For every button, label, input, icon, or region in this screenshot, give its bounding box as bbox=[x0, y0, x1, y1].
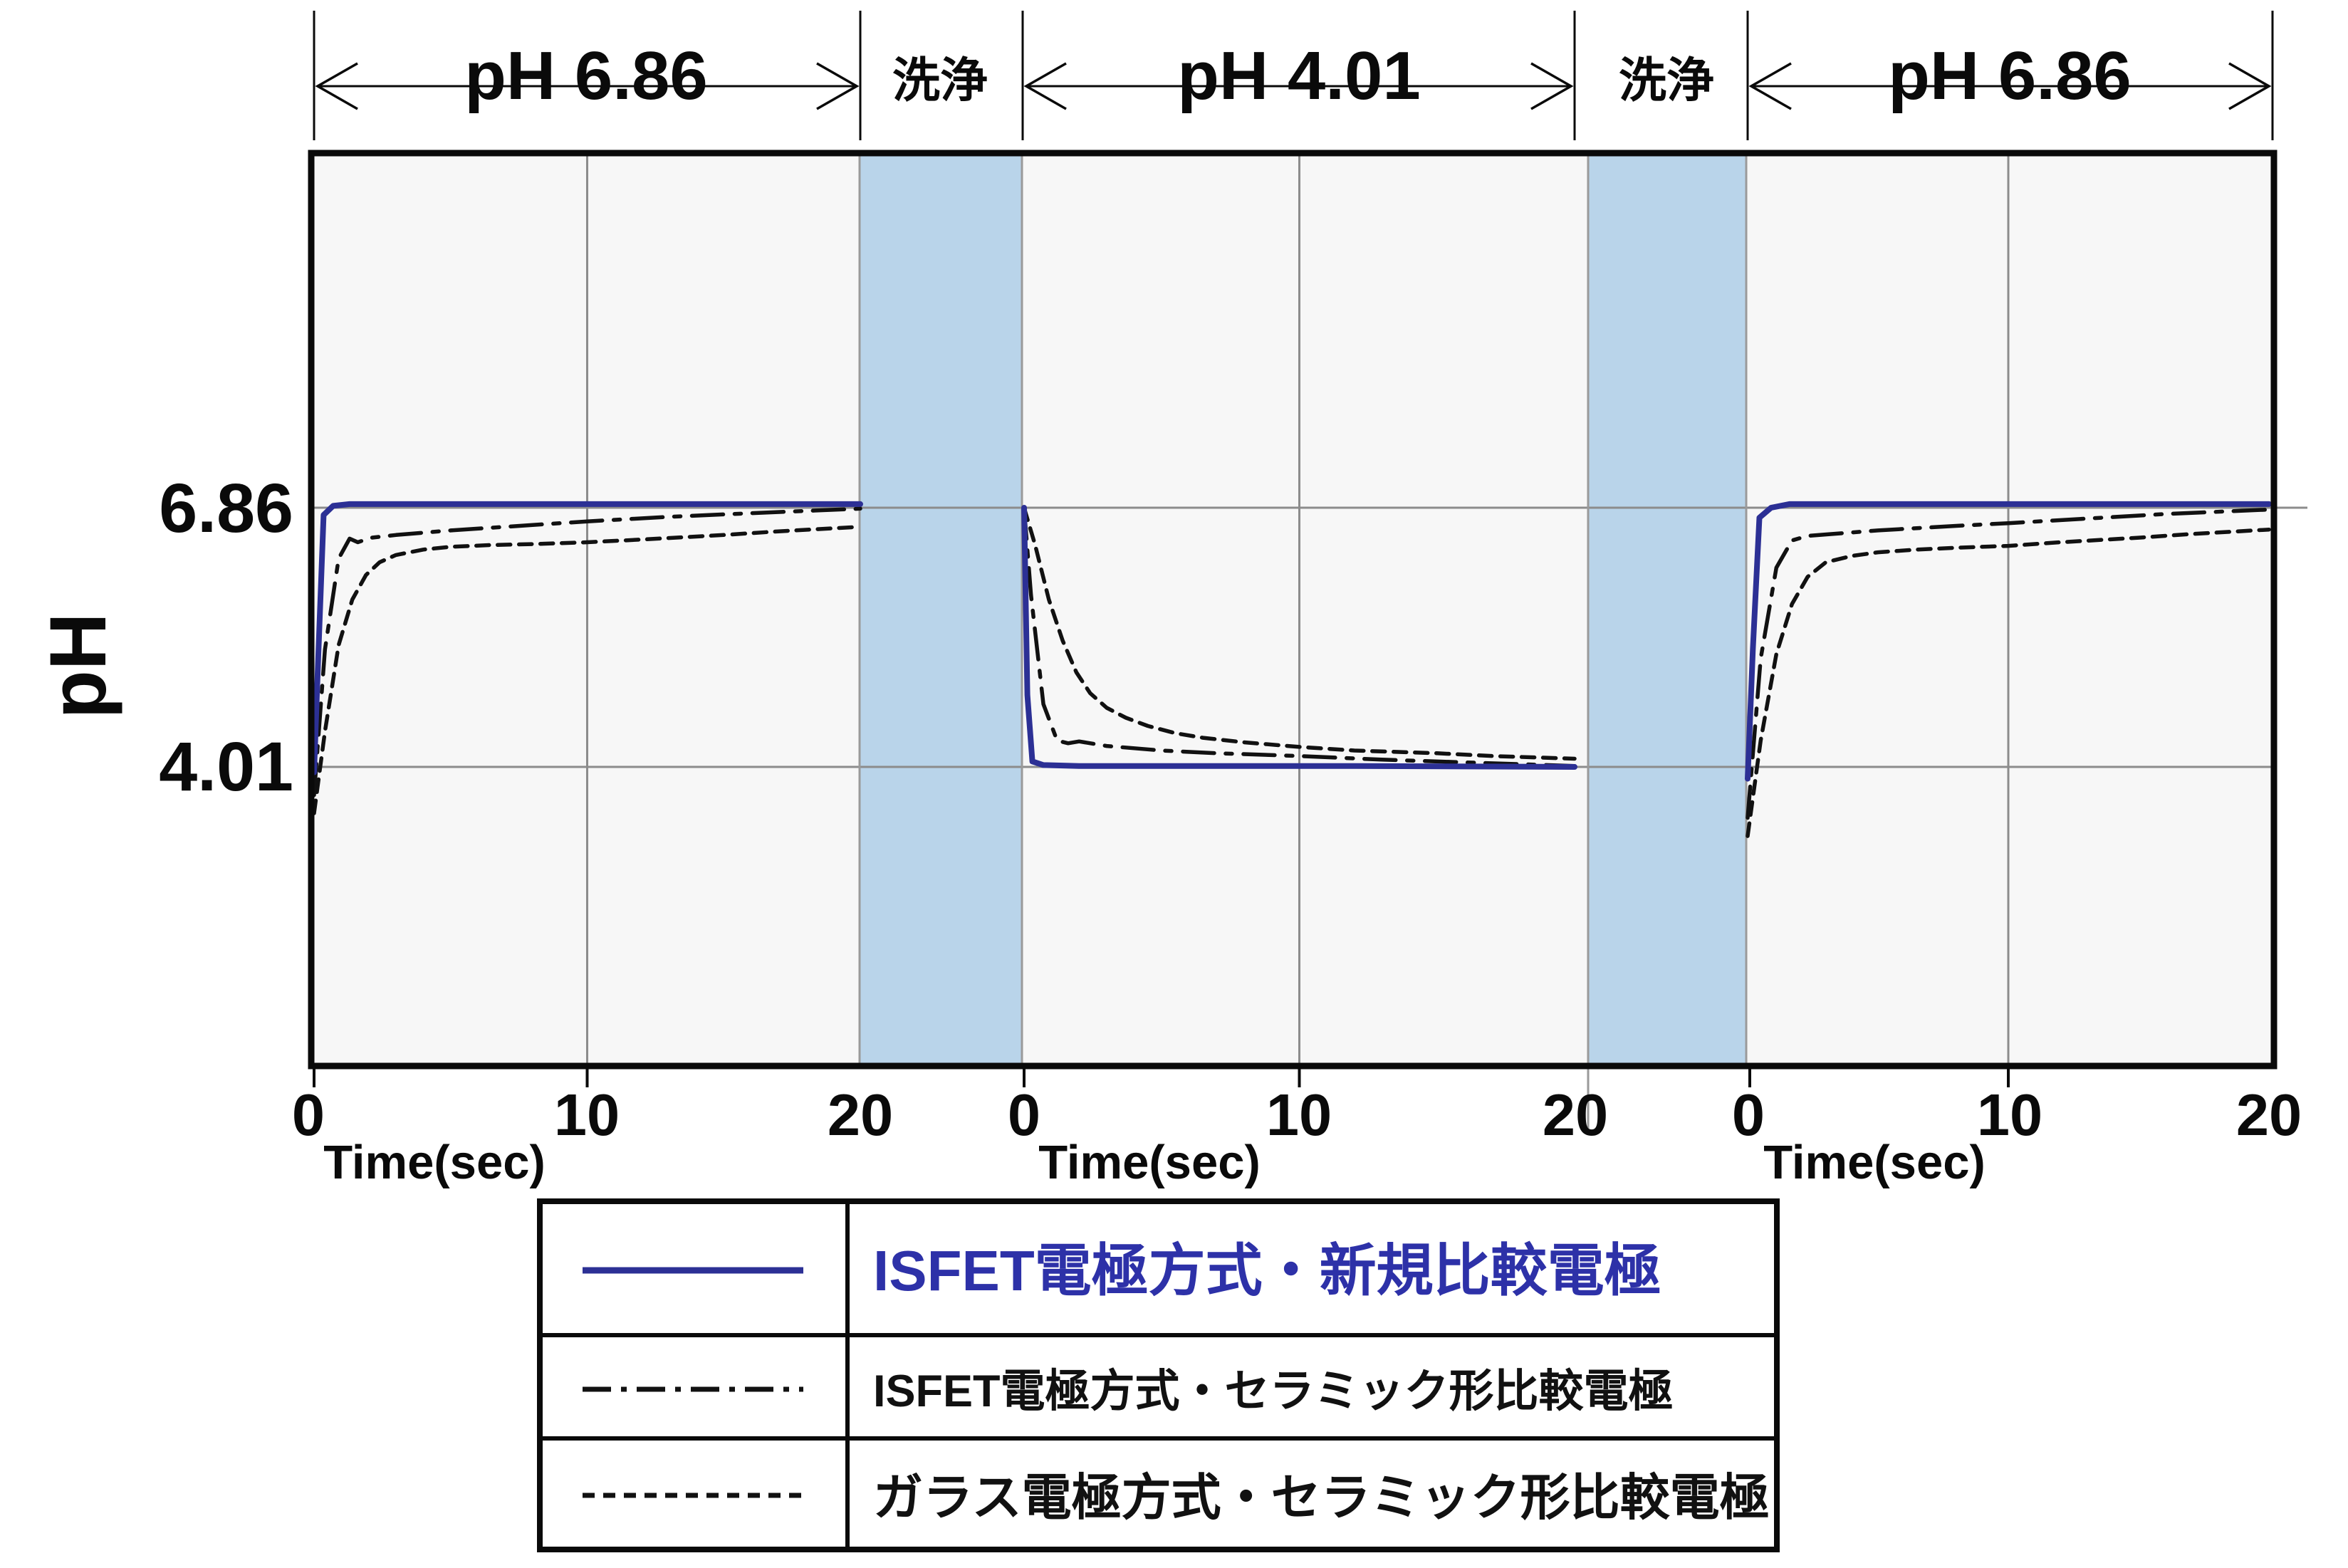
plot-border bbox=[308, 150, 2277, 1070]
plot-background bbox=[311, 153, 2274, 1066]
legend-box bbox=[537, 1198, 1780, 1552]
arrowhead-right-icon bbox=[1530, 62, 1574, 110]
x-tick-label-p2-20: 20 bbox=[1543, 1082, 1608, 1148]
curve-panel1-isfet-new bbox=[311, 501, 863, 775]
y-tick-686: 6.86 bbox=[159, 469, 293, 547]
arrowhead-left-icon bbox=[315, 62, 358, 110]
curve-panel2-isfet-new bbox=[1021, 505, 1577, 770]
legend-label-isfet-ceramic: ISFET電極方式・セラミック形比較電極 bbox=[873, 1366, 1674, 1416]
x-axis-title-p3: Time(sec) bbox=[1763, 1136, 1986, 1189]
legend-label-glass-ceramic: ガラス電極方式・セラミック形比較電極 bbox=[873, 1470, 1770, 1525]
header-label-ph686-right: pH 6.86 bbox=[1888, 38, 2131, 114]
y-axis-title: pH bbox=[33, 612, 122, 718]
x-tick-label-p2-10: 10 bbox=[1266, 1082, 1332, 1148]
curve-panel3-isfet-new bbox=[1745, 501, 2272, 782]
wash-label-2: 洗浄 bbox=[1619, 54, 1714, 108]
arrowhead-left-icon bbox=[1023, 62, 1067, 110]
curve-panel1-glass-ceramic bbox=[312, 525, 862, 815]
header: pH 6.86 洗浄 pH 4.01 洗浄 pH 6.86 bbox=[313, 11, 2274, 140]
x-tick-label-p1-20: 20 bbox=[828, 1082, 893, 1148]
header-arrow-2 bbox=[1023, 62, 1574, 110]
header-label-ph401: pH 4.01 bbox=[1177, 38, 1420, 114]
x-tick-label-p3-20: 20 bbox=[2236, 1082, 2302, 1148]
x-tick-label-p3-10: 10 bbox=[1977, 1082, 2042, 1148]
arrowhead-right-icon bbox=[816, 62, 860, 110]
curve-panel2-glass-ceramic bbox=[1022, 506, 1577, 761]
wash-band-2 bbox=[1587, 156, 1746, 1063]
x-tick-label-p1-10: 10 bbox=[554, 1082, 620, 1148]
x-axis-title-p1: Time(sec) bbox=[323, 1136, 546, 1189]
x-tick-label-p2-0: 0 bbox=[1008, 1082, 1040, 1148]
x-tick-label-p3-0: 0 bbox=[1732, 1082, 1765, 1148]
curve-panel1-isfet-ceramic bbox=[312, 506, 862, 798]
wash-band-1 bbox=[859, 156, 1021, 1063]
legend: ISFET電極方式・新規比較電極 ISFET電極方式・セラミック形比較電極 ガラ… bbox=[537, 1198, 1780, 1552]
y-tick-401: 4.01 bbox=[159, 728, 293, 805]
wash-label-1: 洗浄 bbox=[892, 54, 988, 108]
curve-panel3-isfet-ceramic bbox=[1746, 507, 2271, 820]
x-axis-title-p2: Time(sec) bbox=[1038, 1136, 1261, 1189]
arrowhead-left-icon bbox=[1748, 62, 1792, 110]
x-axis: 0 10 20 Time(sec) 0 10 20 Time(sec) 0 10… bbox=[292, 1066, 2302, 1189]
legend-label-isfet-new: ISFET電極方式・新規比較電極 bbox=[873, 1239, 1661, 1302]
y-axis: 6.86 4.01 pH bbox=[33, 469, 293, 805]
header-arrow-1 bbox=[315, 62, 860, 110]
header-arrow-3 bbox=[1748, 62, 2272, 110]
arrowhead-right-icon bbox=[2228, 62, 2272, 110]
header-label-ph686-left: pH 6.86 bbox=[464, 38, 707, 114]
x-tick-label-p1-0: 0 bbox=[292, 1082, 325, 1148]
curve-panel2-isfet-ceramic bbox=[1022, 506, 1577, 768]
curve-panel3-glass-ceramic bbox=[1746, 527, 2271, 838]
plot-area bbox=[308, 150, 2307, 1132]
